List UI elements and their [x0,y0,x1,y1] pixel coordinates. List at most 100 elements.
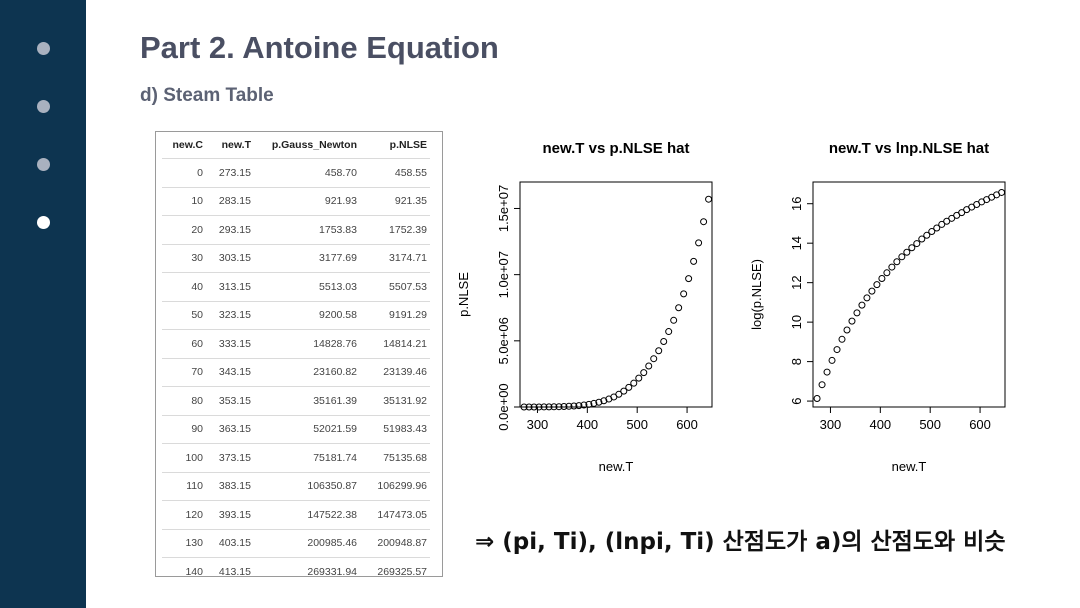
data-point [635,374,643,382]
table-cell: 1753.83 [254,215,360,244]
table-cell: 30 [162,243,206,273]
data-point [665,328,673,336]
table-cell: 373.15 [206,443,254,472]
data-point [923,231,931,239]
data-point [705,195,713,203]
table-row: 0 273.15 458.70 458.55 [162,158,430,187]
data-point [620,387,628,395]
table-cell: 383.15 [206,471,254,501]
table-cell: 35131.92 [360,386,430,415]
data-point [848,317,856,325]
data-point [540,403,548,411]
data-point [933,224,941,232]
table-cell: 23139.46 [360,357,430,387]
data-point [918,235,926,243]
data-point [615,390,623,398]
data-point [823,368,831,376]
table-cell: 200985.46 [254,528,360,558]
data-point [903,248,911,256]
table-row: 130 403.15 200985.46 200948.87 [162,528,430,558]
table-cell: 70 [162,357,206,387]
steam-table: new.C new.T p.Gauss_Newton p.NLSE 0 273.15 45… [162,132,430,586]
table-cell: 269331.94 [254,557,360,586]
data-point [928,228,936,236]
table-cell: 343.15 [206,357,254,387]
table-cell: 323.15 [206,300,254,330]
table-cell: 269325.57 [360,557,430,586]
table-cell: 23160.82 [254,357,360,387]
x-tick-label: 500 [919,417,941,432]
data-point [670,316,678,324]
data-point [893,258,901,266]
data-point [585,400,593,408]
x-tick-label: 600 [969,417,991,432]
table-cell: 921.93 [254,186,360,216]
table-row: 90 363.15 52021.59 51983.43 [162,414,430,444]
data-point [535,403,543,411]
data-point [908,244,916,252]
table-row: 80 353.15 35161.39 35131.92 [162,386,430,415]
chart-log-pressure: new.T vs lnp.NLSE hat 300 400 500 600 6 8 10 12 1… [748,135,1023,485]
data-point [813,395,821,403]
data-point [575,402,583,410]
table-row: 60 333.15 14828.76 14814.21 [162,329,430,358]
table-cell: 14814.21 [360,329,430,358]
table-cell: 3174.71 [360,243,430,273]
table-cell: 10 [162,186,206,216]
slide-nav-dot-2[interactable] [37,100,50,113]
x-tick-label: 300 [820,417,842,432]
data-point [625,383,633,391]
table-cell: 0 [162,158,206,187]
table-row: 10 283.15 921.93 921.35 [162,186,430,216]
data-point [828,356,836,364]
data-point [878,275,886,283]
y-tick-label: 6 [789,397,804,404]
x-tick-label: 400 [576,417,598,432]
table-cell: 413.15 [206,557,254,586]
table-cell: 458.55 [360,158,430,187]
data-point [838,335,846,343]
table-cell: 51983.43 [360,414,430,444]
slide-nav-dot-1[interactable] [37,42,50,55]
table-cell: 106350.87 [254,471,360,501]
chart-title: new.T vs lnp.NLSE hat [829,140,989,157]
slide-nav-dot-3[interactable] [37,158,50,171]
table-row: 120 393.15 147522.38 147473.05 [162,500,430,529]
data-point [530,403,538,411]
data-point [660,337,668,345]
data-point [680,290,688,298]
table-cell: 40 [162,272,206,301]
column-header-p-nlse: p.NLSE [389,139,427,151]
y-tick-label: 10 [789,315,804,329]
slide-title: Part 2. Antoine Equation [140,30,499,65]
conclusion-note: ⇒ (pi, Ti), (lnpi, Ti) 산점도가 a)의 산점도와 비슷 [475,529,1006,555]
data-point [570,402,578,410]
data-point [948,214,956,222]
data-point [555,403,563,411]
table-row: 40 313.15 5513.03 5507.53 [162,272,430,301]
data-point [818,381,826,389]
chart-pressure-svg: new.T vs p.NLSE hat 300 400 500 600 0.0e+00 5.… [456,140,713,474]
data-point [650,355,658,363]
data-point [545,403,553,411]
table-cell: 120 [162,500,206,529]
x-tick-label: 500 [626,417,648,432]
y-tick-label: 14 [789,236,804,250]
chart-pressure: new.T vs p.NLSE hat 300 400 500 600 0.0e+00 5.… [455,135,730,485]
slide-nav-dot-4-active[interactable] [37,216,50,229]
table-cell: 14828.76 [254,329,360,358]
table-cell: 20 [162,215,206,244]
y-tick-label: 12 [789,275,804,289]
table-cell: 106299.96 [360,471,430,501]
x-tick-label: 300 [527,417,549,432]
data-point [690,257,698,265]
chart-title: new.T vs p.NLSE hat [543,140,690,157]
table-cell: 273.15 [206,158,254,187]
y-tick-label: 16 [789,196,804,210]
table-row: 20 293.15 1753.83 1752.39 [162,215,430,244]
table-cell: 5513.03 [254,272,360,301]
data-point [833,346,841,354]
table-cell: 110 [162,471,206,501]
table-cell: 75181.74 [254,443,360,472]
data-point [580,401,588,409]
